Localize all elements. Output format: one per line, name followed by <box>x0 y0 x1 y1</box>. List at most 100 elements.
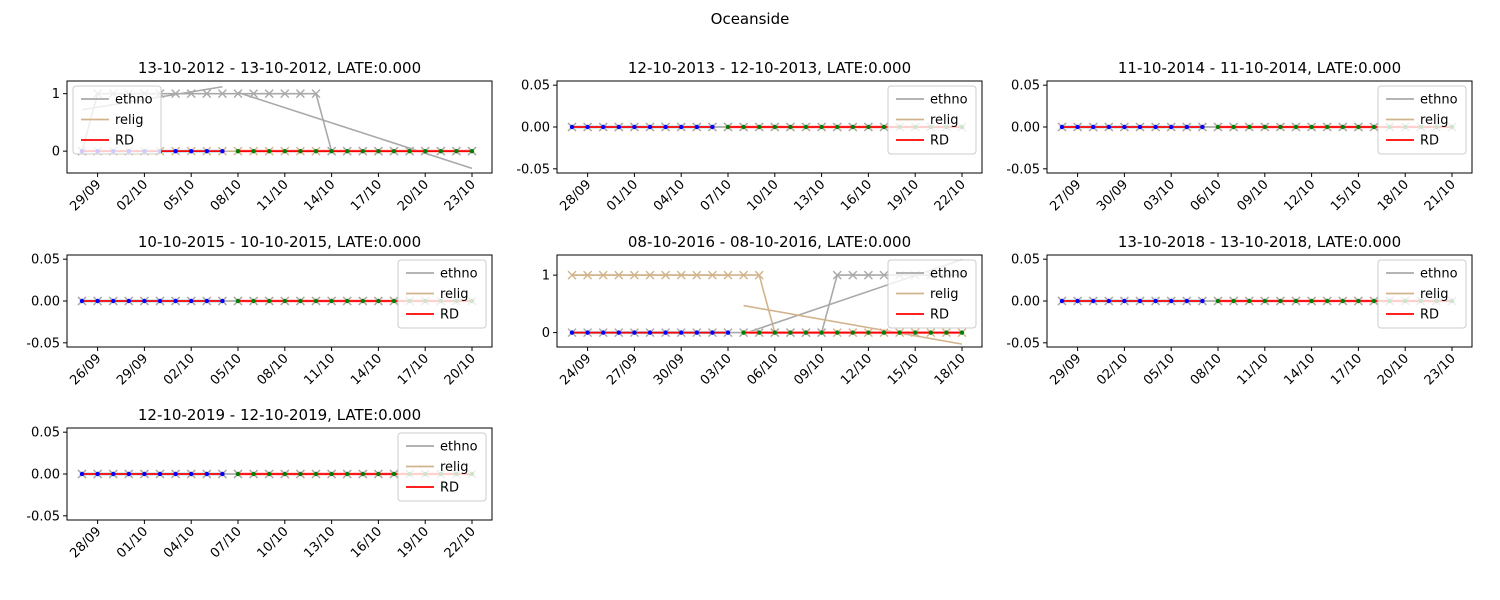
rd-point <box>585 124 590 130</box>
rd-point <box>632 124 637 130</box>
relig-point <box>739 270 749 280</box>
axes-frame <box>66 80 493 174</box>
axes-frame <box>556 254 983 348</box>
rd-point <box>1231 298 1236 304</box>
rd-point <box>345 148 350 154</box>
x-tick-label: 17/10 <box>1328 351 1365 388</box>
ethno-point <box>832 270 842 280</box>
rd-point <box>803 124 809 130</box>
panel-0: 13-10-2012 - 13-10-2012, LATE:0.000 0 1 29/… <box>52 59 493 214</box>
panel-6: 12-10-2019 - 12-10-2019, LATE:0.000 -0.05… <box>26 406 493 561</box>
legend: ethno relig RD <box>887 259 977 329</box>
rd-point <box>391 298 397 304</box>
rd-point <box>741 124 746 130</box>
x-tick-label: 20/10 <box>395 177 432 214</box>
x-tick-label: 02/10 <box>114 177 151 214</box>
rd-point <box>111 298 116 304</box>
rd-point <box>235 148 241 154</box>
legend: ethno relig RD <box>397 259 487 329</box>
rd-point <box>1278 124 1283 130</box>
rd-point <box>1262 124 1268 130</box>
x-tick-label: 18/10 <box>932 351 969 388</box>
rd-point <box>204 298 209 304</box>
rd-point <box>663 124 668 130</box>
rd-point <box>267 471 272 477</box>
legend-label-relig: relig <box>1420 113 1449 128</box>
rd-point <box>438 148 443 154</box>
rd-point <box>235 471 241 477</box>
rd-point <box>913 330 918 335</box>
legend-label-relig: relig <box>930 287 959 302</box>
x-tick-label: 05/10 <box>208 351 245 388</box>
rd-point <box>1106 124 1112 130</box>
legend-label-rd: RD <box>930 308 949 323</box>
rd-point <box>1309 298 1314 304</box>
y-tick-label: 0.05 <box>31 253 60 268</box>
x-tick-label: 03/10 <box>1141 177 1178 214</box>
rd-point <box>694 330 699 335</box>
legend-label-rd: RD <box>1420 134 1439 149</box>
x-tick-label: 29/09 <box>114 351 151 388</box>
panel-title: 12-10-2013 - 12-10-2013, LATE:0.000 <box>628 59 911 77</box>
y-tick-label: 0.00 <box>1011 121 1040 136</box>
rd-point <box>360 298 365 304</box>
rd-point <box>220 298 225 304</box>
x-tick-label: 12/10 <box>1281 177 1318 214</box>
rd-point <box>928 330 933 335</box>
rd-point <box>142 471 147 477</box>
x-tick-label: 01/10 <box>604 177 641 214</box>
y-tick-label: 0.00 <box>521 121 550 136</box>
rd-point <box>423 148 428 154</box>
panel-title: 08-10-2016 - 08-10-2016, LATE:0.000 <box>628 233 911 251</box>
rd-point <box>298 471 303 477</box>
rd-point <box>313 471 319 477</box>
panel-title: 13-10-2012 - 13-10-2012, LATE:0.000 <box>138 59 421 77</box>
rd-point <box>710 124 715 130</box>
rd-point <box>345 471 350 477</box>
rd-point <box>663 330 668 335</box>
rd-point <box>710 330 715 335</box>
ethno-point <box>879 270 889 280</box>
y-tick-label: 0.05 <box>31 426 60 441</box>
rd-point <box>1325 124 1330 130</box>
legend-box <box>397 432 487 502</box>
rd-point <box>235 298 241 304</box>
legend-label-rd: RD <box>115 134 134 149</box>
rd-point <box>601 124 606 130</box>
rd-point <box>1278 298 1283 304</box>
x-tick-label: 11/10 <box>255 177 292 214</box>
rd-point <box>282 298 287 304</box>
legend-label-relig: relig <box>115 113 144 128</box>
rd-point <box>569 330 575 335</box>
x-tick-label: 19/10 <box>395 524 432 561</box>
rd-point <box>1137 298 1143 304</box>
rd-point <box>376 471 381 477</box>
x-tick-label: 08/10 <box>255 351 292 388</box>
rd-point <box>251 148 256 154</box>
rd-point <box>819 330 824 335</box>
rd-point <box>585 330 590 335</box>
rd-point <box>157 471 163 477</box>
legend: ethno relig RD <box>887 85 977 155</box>
rd-point <box>897 330 902 335</box>
legend-label-ethno: ethno <box>1420 93 1458 108</box>
legend-box <box>887 259 977 329</box>
rd-point <box>772 330 777 335</box>
x-tick-label: 20/10 <box>1375 351 1412 388</box>
rd-point <box>1106 298 1112 304</box>
panel-3: 10-10-2015 - 10-10-2015, LATE:0.000 -0.05… <box>26 233 493 388</box>
rd-point <box>391 148 397 154</box>
x-tick-label: 13/10 <box>791 177 828 214</box>
rd-point <box>1184 298 1190 304</box>
rd-point <box>220 148 225 154</box>
rd-point <box>1371 298 1377 304</box>
rd-point <box>267 148 272 154</box>
rd-point <box>772 124 777 130</box>
rd-point <box>835 330 840 335</box>
rd-point <box>1371 124 1377 130</box>
y-tick-label: 0.05 <box>1011 253 1040 268</box>
rd-point <box>866 124 871 130</box>
rd-point <box>469 148 475 154</box>
rd-point <box>616 124 621 130</box>
